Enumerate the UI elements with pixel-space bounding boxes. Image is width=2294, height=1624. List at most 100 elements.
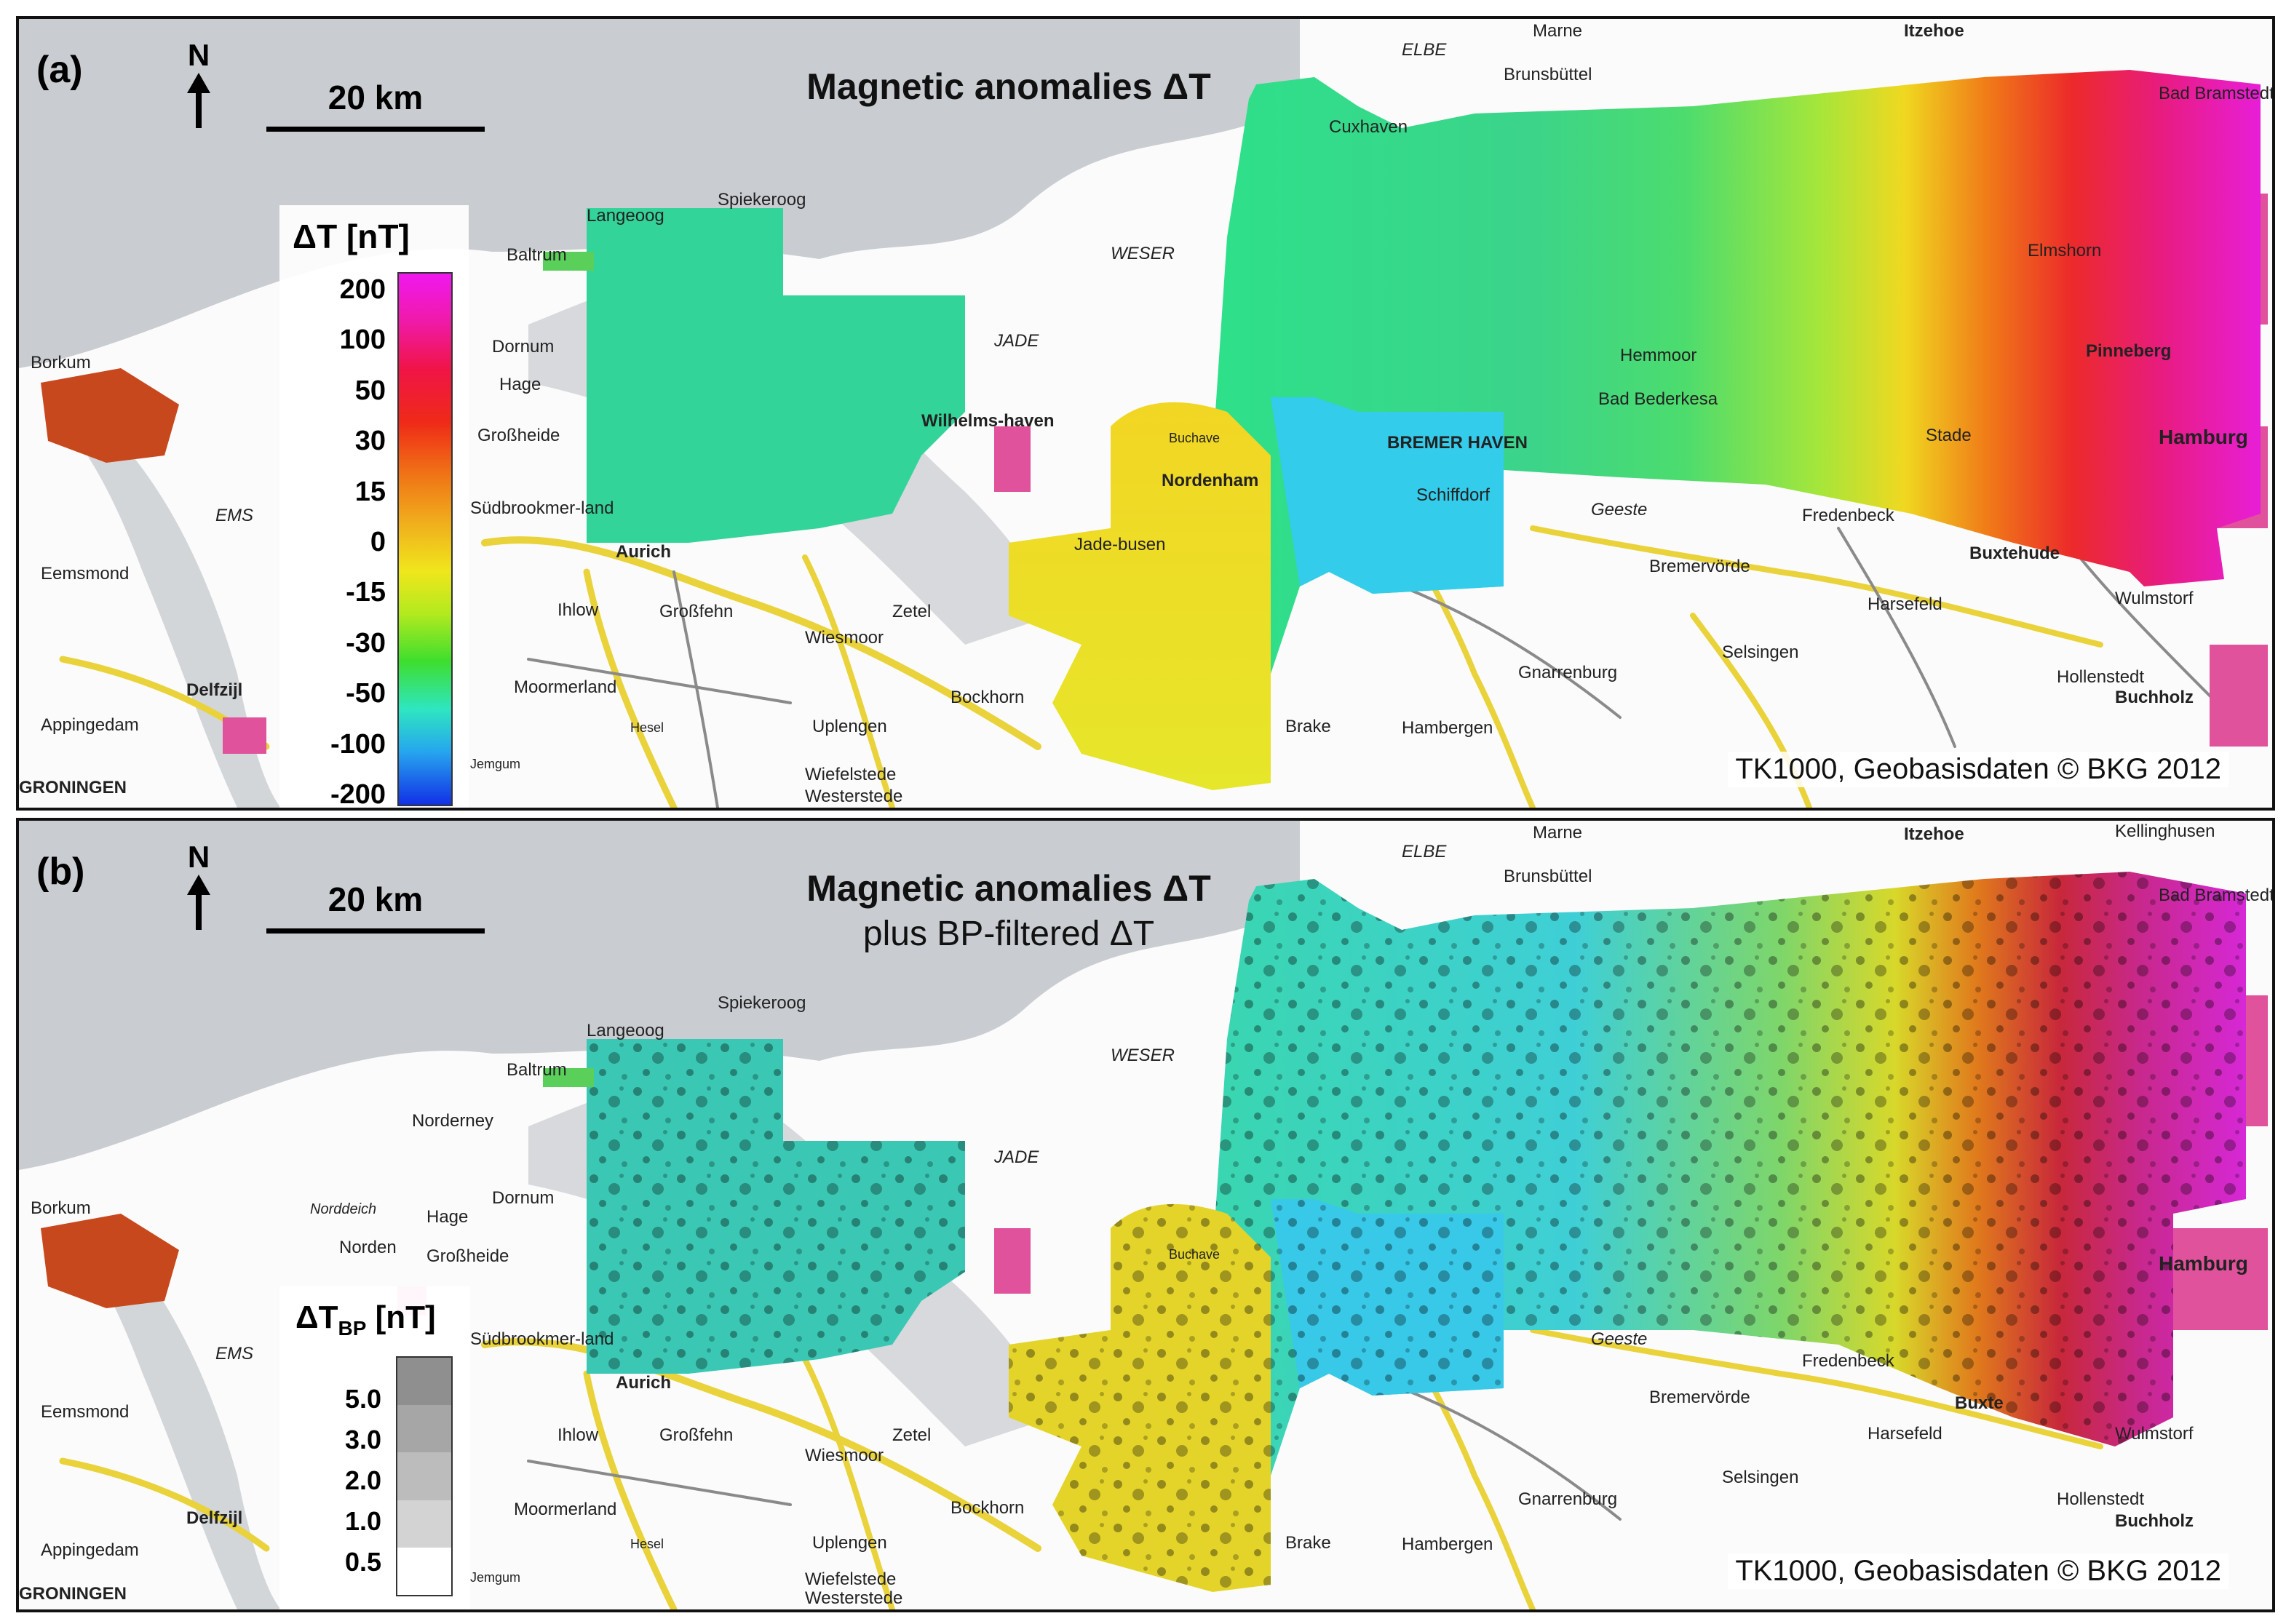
survey-block-borkum bbox=[41, 1214, 179, 1308]
label-bremervorde: Bremervörde bbox=[1649, 1388, 1750, 1407]
legend-tick-label: 0 bbox=[370, 527, 386, 557]
map-title: Magnetic anomalies ΔT bbox=[761, 63, 1256, 111]
legend-gray-cell bbox=[397, 1547, 451, 1595]
place-labels: Langeoog Spiekeroog Baltrum Norderney Bo… bbox=[19, 821, 2272, 1608]
legend-tick-label: 15 bbox=[354, 476, 386, 507]
label-jemgum: Jemgum bbox=[470, 757, 520, 771]
label-jade: JADE bbox=[993, 331, 1039, 351]
legend-tick-label: 2.0 bbox=[344, 1465, 381, 1495]
label-wulmstorf: Wulmstorf bbox=[2115, 589, 2194, 608]
label-brunsbuttel: Brunsbüttel bbox=[1504, 867, 1592, 886]
label-buchholz: Buchholz bbox=[2115, 1511, 2194, 1531]
legend-title: ΔT [nT] bbox=[293, 218, 410, 255]
legend-tick-label: 3.0 bbox=[344, 1425, 381, 1454]
label-langeoog: Langeoog bbox=[587, 1021, 664, 1040]
label-uplengen: Uplengen bbox=[812, 1533, 887, 1553]
label-stade: Stade bbox=[1926, 426, 1972, 445]
label-elmshorn: Elmshorn bbox=[2028, 241, 2101, 260]
label-selsingen: Selsingen bbox=[1722, 1468, 1798, 1487]
survey-block-west bbox=[587, 208, 965, 543]
label-hemmoor: Hemmoor bbox=[1620, 346, 1696, 365]
legend-tick-label: -200 bbox=[330, 779, 386, 810]
map-title: Magnetic anomalies ΔT plus BP-filtered Δ… bbox=[761, 864, 1256, 956]
label-ihlow: Ihlow bbox=[557, 600, 599, 620]
road-network bbox=[59, 453, 2218, 808]
label-itzehoe: Itzehoe bbox=[1904, 824, 1964, 844]
label-kellinghusen: Kellinghusen bbox=[2115, 821, 2215, 841]
label-harsefeld: Harsefeld bbox=[1868, 594, 1942, 614]
label-hambergen: Hambergen bbox=[1402, 1535, 1493, 1554]
legend-tick-label: 30 bbox=[354, 426, 386, 457]
legend-tick-label: -15 bbox=[346, 577, 386, 608]
label-aurich: Aurich bbox=[616, 542, 671, 562]
legend-gray-cell bbox=[397, 1452, 451, 1500]
label-grossfehn: Großfehn bbox=[659, 1425, 733, 1445]
label-baltrum: Baltrum bbox=[507, 1060, 567, 1080]
label-hambergen: Hambergen bbox=[1402, 718, 1493, 738]
legend-title: ΔTBP [nT] bbox=[295, 1299, 436, 1340]
label-aurich: Aurich bbox=[616, 1373, 671, 1393]
map-title-main: Magnetic anomalies ΔT bbox=[806, 868, 1211, 909]
legend-delta-t: ΔT [nT] 200 100 50 30 15 0 -15 -30 -50 -100 -200 bbox=[279, 205, 469, 810]
label-weser: WESER bbox=[1111, 1046, 1175, 1065]
anomaly-survey-area bbox=[41, 872, 2246, 1592]
label-fredenbeck: Fredenbeck bbox=[1802, 1351, 1895, 1371]
label-buxtehude: Buxte bbox=[1955, 1393, 2004, 1413]
label-buxtehude: Buxtehude bbox=[1969, 544, 2060, 563]
label-buchave: Buchave bbox=[1169, 431, 1220, 445]
label-eemsmond: Eemsmond bbox=[41, 1402, 129, 1422]
label-itzehoe: Itzehoe bbox=[1904, 21, 1964, 41]
label-jadebusen: Jade-busen bbox=[1074, 535, 1165, 554]
label-hamburg: Hamburg bbox=[2159, 426, 2248, 448]
label-hollenstedt: Hollenstedt bbox=[2057, 667, 2144, 687]
label-langeoog: Langeoog bbox=[587, 206, 664, 226]
legend-tick-label: -100 bbox=[330, 728, 386, 760]
label-wilhelmshaven: Wilhelms-haven bbox=[921, 411, 1055, 431]
label-bremerhaven: BREMER HAVEN bbox=[1387, 433, 1528, 453]
label-delfzijl: Delfzijl bbox=[186, 680, 242, 700]
scale-bar: 20 km bbox=[266, 77, 485, 132]
label-fredenbeck: Fredenbeck bbox=[1802, 506, 1895, 525]
label-wiesmoor: Wiesmoor bbox=[805, 1446, 884, 1465]
label-geeste: Geeste bbox=[1591, 500, 1647, 520]
map-title-sub: plus BP-filtered ΔT bbox=[862, 915, 1155, 953]
legend-delta-t-bp: ΔTBP [nT] 5.0 3.0 2.0 1.0 0.5 bbox=[279, 1286, 470, 1609]
scale-bar-line bbox=[266, 127, 485, 132]
label-ems: EMS bbox=[215, 1344, 253, 1364]
label-weser: WESER bbox=[1111, 244, 1175, 263]
survey-block-east bbox=[1213, 70, 2261, 783]
label-sudbrookmer: Südbrookmer-land bbox=[470, 1329, 614, 1349]
legend-title-main: ΔT bbox=[295, 1299, 338, 1335]
label-hage: Hage bbox=[499, 375, 541, 394]
label-wiefelstede: Wiefelstede bbox=[805, 1569, 896, 1589]
label-buchave: Buchave bbox=[1169, 1247, 1220, 1262]
label-jade: JADE bbox=[993, 1147, 1039, 1167]
legend-title-unit: [nT] bbox=[366, 1299, 436, 1335]
label-brunsbuttel: Brunsbüttel bbox=[1504, 65, 1592, 84]
label-bockhorn: Bockhorn bbox=[950, 688, 1024, 707]
label-hage: Hage bbox=[426, 1207, 468, 1227]
legend-tick-label: -50 bbox=[346, 678, 386, 709]
label-cuxhaven: Cuxhaven bbox=[1329, 117, 1408, 137]
label-wulmstorf: Wulmstorf bbox=[2115, 1424, 2194, 1444]
north-arrow-shaft bbox=[196, 93, 202, 128]
copyright-notice: TK1000, Geobasisdaten © BKG 2012 bbox=[1728, 1553, 2228, 1589]
label-schiffdorf: Schiffdorf bbox=[1416, 485, 1490, 505]
survey-block-borkum bbox=[41, 368, 179, 463]
label-brake: Brake bbox=[1285, 717, 1331, 736]
label-geeste: Geeste bbox=[1591, 1329, 1647, 1349]
scale-bar-label: 20 km bbox=[328, 79, 424, 116]
label-borkum: Borkum bbox=[31, 1198, 91, 1218]
label-gnarrenburg: Gnarrenburg bbox=[1518, 1489, 1617, 1509]
scale-bar-label: 20 km bbox=[328, 880, 424, 918]
legend-tick-label: 200 bbox=[339, 274, 386, 305]
survey-block-bremerhaven bbox=[1271, 397, 1504, 594]
label-spiekeroog: Spiekeroog bbox=[718, 993, 806, 1013]
label-appingedam: Appingedam bbox=[41, 1540, 139, 1560]
label-pinneberg: Pinneberg bbox=[2086, 341, 2171, 361]
label-dornum: Dornum bbox=[492, 337, 554, 357]
label-jemgum: Jemgum bbox=[470, 1570, 520, 1585]
label-moormerland: Moormerland bbox=[514, 1500, 616, 1519]
label-delfzijl: Delfzijl bbox=[186, 1508, 242, 1528]
label-baltrum: Baltrum bbox=[507, 245, 567, 265]
